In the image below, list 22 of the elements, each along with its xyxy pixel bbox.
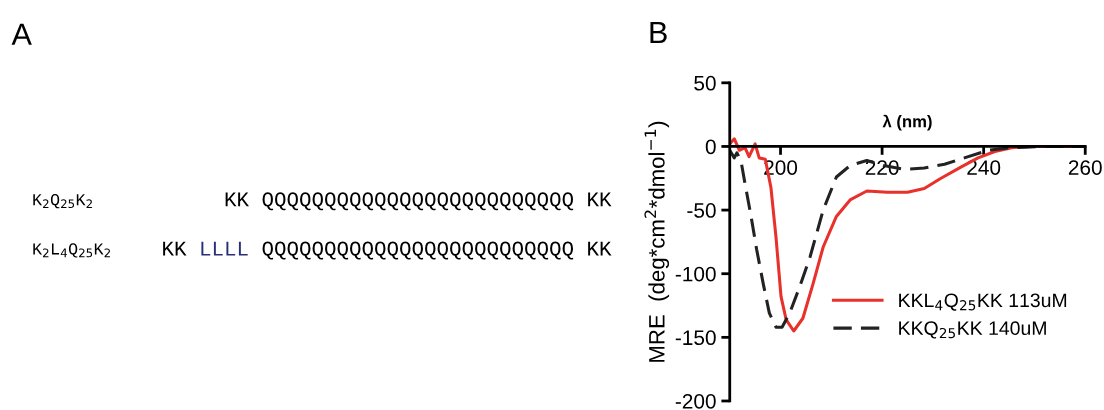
x-axis-title: λ (nm): [882, 114, 932, 131]
text: LLLL: [201, 241, 248, 256]
y-tick-label: -150: [675, 330, 716, 346]
y-tick-label: 0: [705, 139, 716, 155]
category-label: K$_{2}$L$_{4}$Q$_{25}$K$_{2}$: [33, 243, 110, 258]
legend-label: KKQ$_{25}$KK 140uM: [899, 321, 1046, 339]
text: KK: [588, 241, 612, 256]
category-label: K$_{2}$Q$_{25}$K$_{2}$: [33, 194, 92, 209]
text: KK: [163, 241, 187, 256]
text: KK: [588, 192, 612, 207]
y-axis-title: MRE (deg*cm$^{2}$*dmol$^{−1}$): [644, 121, 670, 362]
y-tick-label: 50: [694, 75, 716, 91]
chart-title: B: [650, 21, 667, 43]
text: KK: [225, 192, 249, 207]
legend-label: KKL$_{4}$Q$_{25}$KK 113uM: [899, 293, 1067, 311]
y-tick-label: -100: [675, 266, 716, 282]
text: QQQQQQQQQQQQQQQQQQQQQQQQQ: [262, 241, 574, 260]
text: QQQQQQQQQQQQQQQQQQQQQQQQQ: [262, 192, 574, 211]
text: A: [11, 23, 32, 45]
y-tick-label: -50: [687, 203, 716, 218]
x-tick-label: 260: [1068, 160, 1102, 175]
y-tick-label: -200: [675, 393, 716, 409]
